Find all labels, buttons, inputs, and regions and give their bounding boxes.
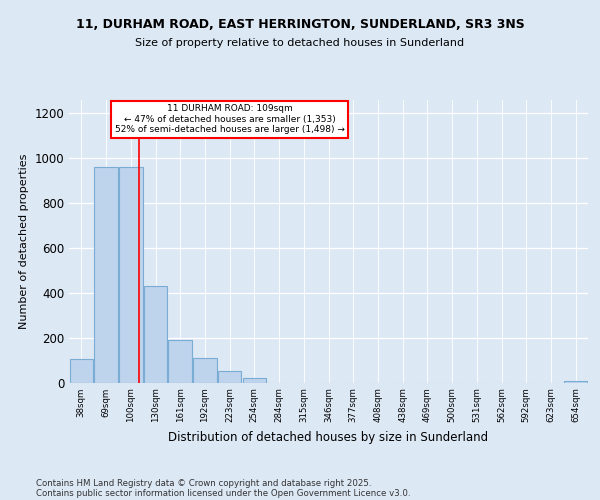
Text: 11, DURHAM ROAD, EAST HERRINGTON, SUNDERLAND, SR3 3NS: 11, DURHAM ROAD, EAST HERRINGTON, SUNDER… bbox=[76, 18, 524, 30]
Bar bbox=[94, 167, 118, 382]
Bar bbox=[70, 358, 93, 382]
Text: 11 DURHAM ROAD: 109sqm
← 47% of detached houses are smaller (1,353)
52% of semi-: 11 DURHAM ROAD: 109sqm ← 47% of detached… bbox=[115, 104, 345, 134]
Text: Size of property relative to detached houses in Sunderland: Size of property relative to detached ho… bbox=[136, 38, 464, 48]
Bar bbox=[169, 340, 192, 382]
Bar bbox=[564, 380, 587, 382]
Y-axis label: Number of detached properties: Number of detached properties bbox=[19, 154, 29, 329]
Text: Contains public sector information licensed under the Open Government Licence v3: Contains public sector information licen… bbox=[36, 488, 410, 498]
Bar bbox=[242, 378, 266, 382]
Bar bbox=[193, 358, 217, 382]
Bar bbox=[144, 286, 167, 382]
Bar bbox=[119, 168, 143, 382]
Text: Contains HM Land Registry data © Crown copyright and database right 2025.: Contains HM Land Registry data © Crown c… bbox=[36, 478, 371, 488]
Bar bbox=[218, 372, 241, 382]
X-axis label: Distribution of detached houses by size in Sunderland: Distribution of detached houses by size … bbox=[169, 430, 488, 444]
